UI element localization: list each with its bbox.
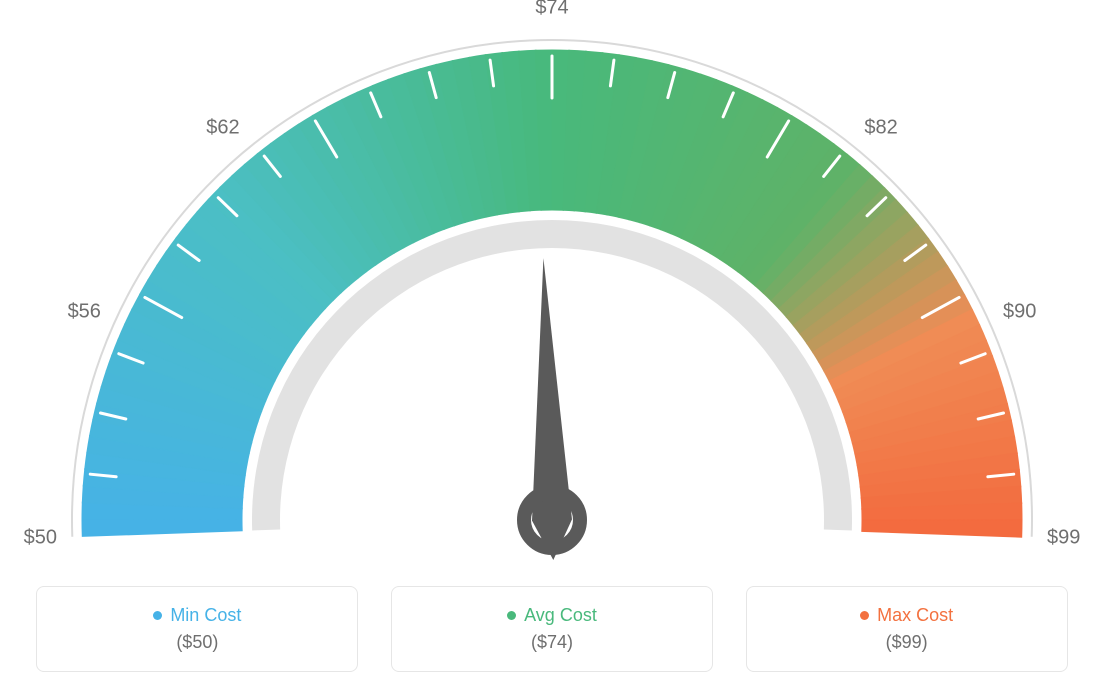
legend-min-title: Min Cost [153,605,241,626]
legend-max-title: Max Cost [860,605,953,626]
scale-label: $56 [68,300,101,323]
legend-row: Min Cost ($50) Avg Cost ($74) Max Cost (… [0,586,1104,672]
scale-label: $90 [1003,300,1036,323]
legend-max-value: ($99) [886,632,928,653]
legend-min-value: ($50) [176,632,218,653]
legend-max-label: Max Cost [877,605,953,626]
legend-avg-value: ($74) [531,632,573,653]
legend-min-label: Min Cost [170,605,241,626]
avg-dot-icon [507,611,516,620]
legend-avg-label: Avg Cost [524,605,597,626]
scale-label: $99 [1047,526,1080,549]
scale-label: $50 [24,526,57,549]
legend-avg-title: Avg Cost [507,605,597,626]
legend-max-card: Max Cost ($99) [746,586,1068,672]
max-dot-icon [860,611,869,620]
scale-label: $62 [206,116,239,139]
gauge-chart-container: $50 $56 $62 $74 $82 $90 $99 Min Cost ($50) Avg… [0,0,1104,690]
scale-label: $74 [535,0,568,20]
scale-label: $82 [864,116,897,139]
min-dot-icon [153,611,162,620]
legend-min-card: Min Cost ($50) [36,586,358,672]
gauge [0,0,1104,560]
legend-avg-card: Avg Cost ($74) [391,586,713,672]
